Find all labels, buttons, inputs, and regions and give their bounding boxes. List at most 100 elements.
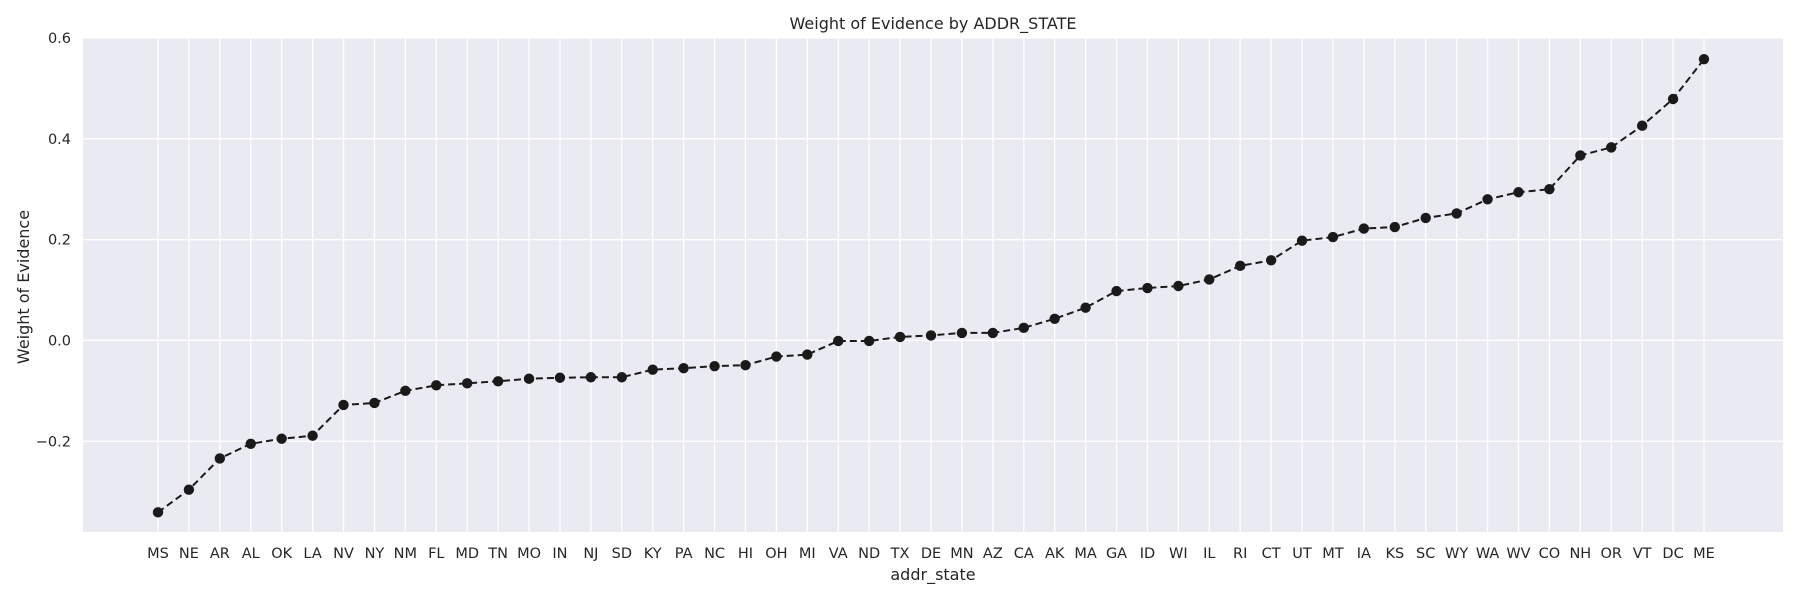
x-tick-label: IL [1203,546,1215,562]
x-tick-label: CA [1014,546,1034,562]
x-tick-label: CO [1539,546,1561,562]
x-tick-label: MT [1322,546,1344,562]
data-point [1358,223,1370,234]
data-point [1204,274,1215,285]
x-tick-label: HI [738,546,753,562]
x-tick-label: GA [1106,546,1127,562]
plot-area [83,38,1783,532]
data-point [1667,93,1679,105]
x-tick-label: RI [1233,546,1247,562]
data-point [709,360,720,372]
data-point [956,327,968,339]
x-tick-label: MI [799,546,816,562]
data-point [554,372,566,383]
x-tick-label: NM [394,546,417,562]
x-tick-label: OH [765,546,787,562]
x-tick-label: WY [1445,546,1468,562]
data-point [1235,260,1246,272]
x-tick-label: CT [1262,546,1281,562]
data-point [678,362,689,374]
x-tick-label: NC [704,546,725,562]
data-point [1173,280,1184,292]
chart-title: Weight of Evidence by ADDR_STATE [790,14,1077,34]
data-point [925,330,937,341]
y-tick-label: 0.4 [48,132,71,148]
x-tick-label: VA [829,546,848,562]
x-tick-label: TX [890,546,910,562]
x-tick-label: TN [487,546,508,562]
data-point [431,380,442,391]
data-point [214,453,226,464]
x-tick-label: VT [1633,546,1652,562]
data-point [1698,53,1710,65]
data-point [276,433,287,444]
data-point [1389,221,1401,233]
x-tick-label: AL [242,546,260,562]
data-point [1111,285,1122,297]
x-tick-label: KS [1385,546,1404,562]
x-tick-label: AR [210,546,230,562]
data-point [152,507,164,518]
x-tick-label: NE [179,546,199,562]
x-tick-label: IN [552,546,567,562]
data-point [338,399,349,411]
x-tick-label: NH [1569,546,1591,562]
x-axis-ticks: MS NE AR AL OK LA NV NY NM FL MD TN MO IN NJ SD KY PA NC HI… [147,546,1715,562]
x-tick-label: MN [950,546,973,562]
x-tick-label: KY [644,546,662,562]
data-point [1018,322,1029,334]
y-axis-ticks: −0.2 0.0 0.2 0.4 0.6 [36,31,71,450]
data-point [1327,231,1339,243]
x-tick-label: FL [428,546,444,562]
data-point [1420,212,1431,224]
data-point [307,430,318,441]
data-point [183,484,195,495]
x-tick-label: AZ [983,546,1003,562]
data-point [802,349,813,360]
data-point [894,331,906,343]
x-tick-label: MD [455,546,479,562]
x-tick-label: ID [1140,546,1155,562]
x-tick-label: WI [1169,546,1188,562]
data-point [647,364,658,375]
x-tick-label: MS [147,546,169,562]
gridlines [83,37,1783,532]
data-point [1265,255,1277,266]
x-tick-label: OR [1600,546,1622,562]
x-tick-label: OK [271,546,292,562]
x-axis-label: addr_state [890,565,975,585]
x-tick-label: ND [858,546,880,562]
data-point [462,378,473,389]
x-tick-label: MO [517,546,541,562]
x-tick-label: NY [365,546,385,562]
data-point [987,327,999,339]
data-point [616,372,627,383]
data-point [1513,187,1524,198]
data-point [1049,313,1060,324]
x-tick-label: ME [1693,546,1715,562]
x-tick-label: WV [1506,546,1530,562]
x-tick-label: DE [921,546,941,562]
x-tick-label: PA [675,546,693,562]
data-point [585,372,597,383]
x-tick-label: NV [333,546,354,562]
x-tick-label: WA [1476,546,1500,562]
y-tick-label: 0.0 [48,333,71,349]
x-tick-label: UT [1292,546,1312,562]
data-point [1606,142,1617,153]
x-tick-label: IA [1357,546,1371,562]
data-point [492,376,504,387]
x-tick-label: SC [1416,546,1435,562]
data-point [771,351,782,362]
x-tick-label: SD [612,546,632,562]
data-point [1482,194,1493,205]
y-tick-label: 0.6 [48,31,71,47]
data-point [1636,120,1648,131]
x-tick-label: MA [1074,546,1097,562]
data-point [863,335,875,347]
data-point [1544,184,1555,195]
data-point [400,385,411,397]
data-point [1142,282,1153,294]
data-point [369,397,380,409]
